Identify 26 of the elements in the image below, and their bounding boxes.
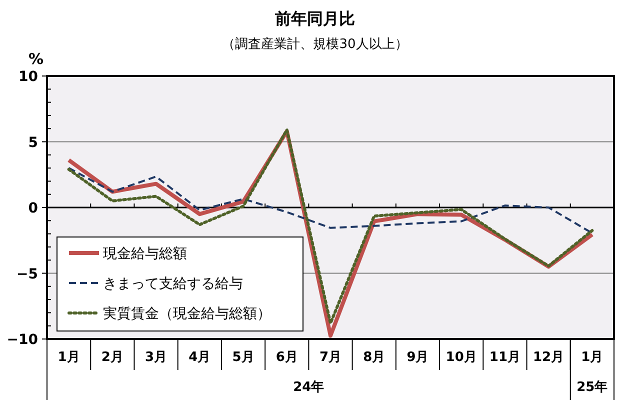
legend-label: 実質賃金（現金給与総額） — [103, 306, 271, 322]
x-tick-label: 2月 — [101, 350, 124, 365]
x-tick-label: 12月 — [533, 350, 564, 365]
y-tick-label: 10 — [18, 69, 38, 85]
legend-label: きまって支給する給与 — [103, 276, 243, 292]
text: 24年 — [293, 380, 324, 395]
x-tick-label: 4月 — [188, 350, 211, 365]
x-tick-label: 1月 — [581, 350, 604, 365]
y-tick-label: −10 — [6, 332, 38, 348]
y-tick-label: 0 — [28, 200, 38, 216]
x-tick-label: 6月 — [276, 350, 298, 365]
x-tick-label: 3月 — [145, 350, 168, 365]
legend-label: 現金給与総額 — [103, 246, 187, 262]
x-tick-label: 9月 — [406, 350, 429, 365]
y-tick-label: −5 — [16, 266, 38, 282]
x-tick-label: 8月 — [363, 350, 386, 365]
y-tick-label: 5 — [28, 134, 38, 151]
chart-title: 前年同月比 — [274, 9, 355, 28]
text: 25年 — [576, 380, 608, 395]
y-axis-title: % — [28, 50, 44, 68]
x-tick-label: 11月 — [489, 350, 521, 365]
x-tick-label: 1月 — [58, 350, 80, 365]
x-tick-label: 7月 — [319, 350, 342, 365]
chart-subtitle: （調査産業計、規模30人以上） — [222, 36, 408, 52]
x-tick-label: 10月 — [446, 350, 477, 365]
x-tick-label: 5月 — [232, 350, 254, 365]
